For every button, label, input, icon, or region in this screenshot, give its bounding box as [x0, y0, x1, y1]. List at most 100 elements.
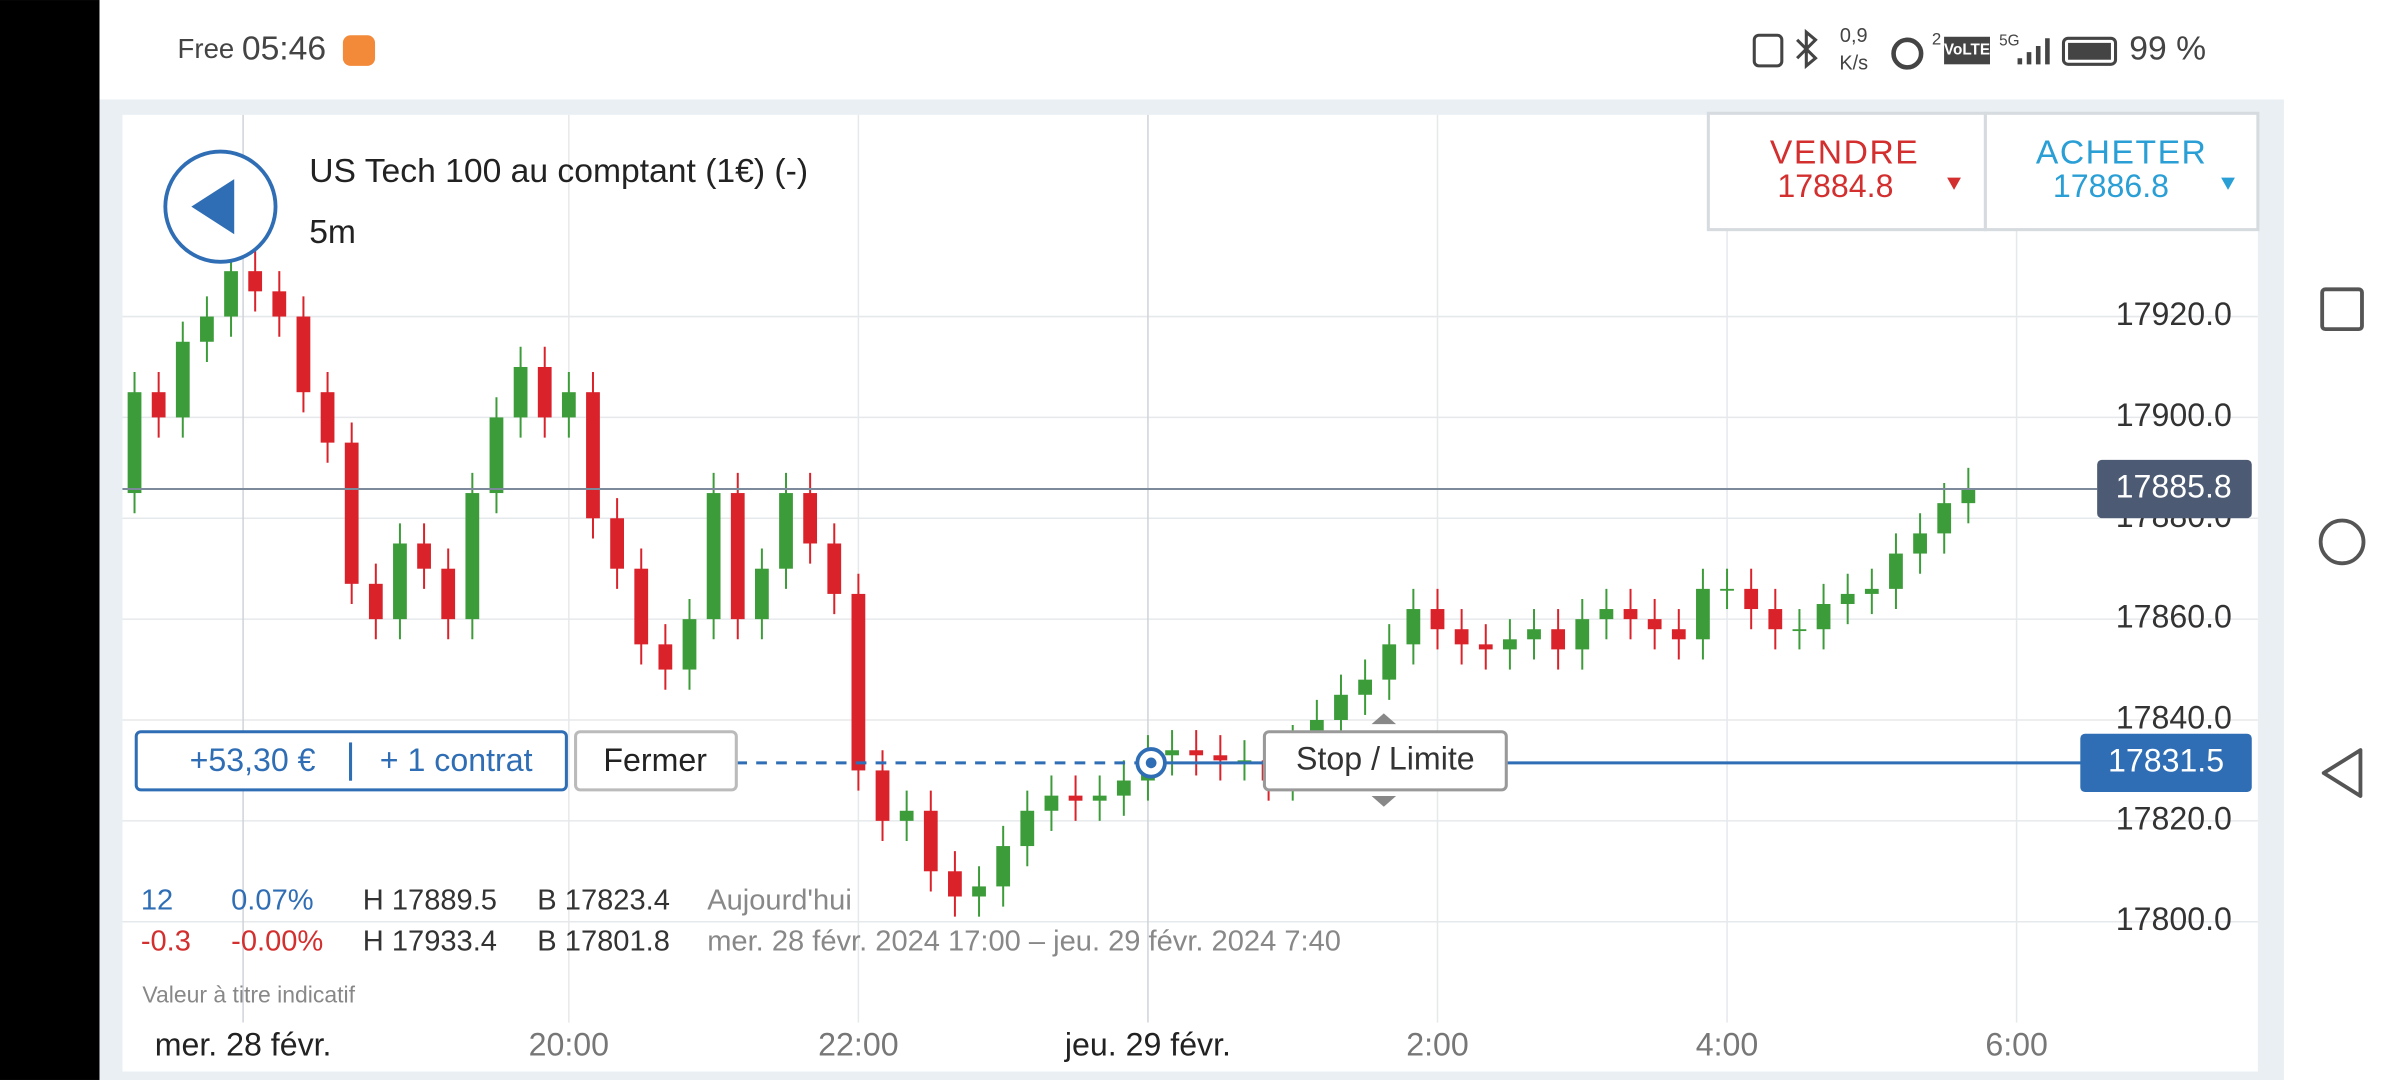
y-tick-label: 17800.0 — [2116, 901, 2232, 937]
candle-body — [489, 417, 504, 494]
buy-label: ACHETER — [2036, 135, 2208, 172]
candle-body — [248, 271, 263, 292]
candle-body — [1961, 488, 1976, 504]
sell-price: 17884.8 — [1777, 168, 1893, 204]
candle-body — [1913, 533, 1927, 554]
candle-body — [296, 316, 311, 393]
sell-caret — [1947, 177, 1961, 190]
candle-body — [1502, 639, 1517, 650]
stop-limit-button[interactable] — [1262, 730, 1508, 792]
instrument-title: US Tech 100 au comptant (1€) (-) — [309, 153, 808, 190]
current-price-badge — [2097, 459, 2252, 519]
nav-back[interactable] — [2321, 748, 2363, 798]
candle-body — [320, 392, 335, 443]
nfc-icon — [1752, 33, 1784, 68]
drag-down[interactable] — [1371, 796, 1397, 807]
today-percent: 0.07% — [231, 884, 313, 916]
battery-level — [2068, 42, 2111, 60]
app-icon — [342, 35, 376, 66]
candle-body — [272, 291, 287, 317]
position-marker-dot — [1145, 757, 1157, 769]
x-tick-label: 22:00 — [818, 1027, 898, 1063]
candle-body — [200, 316, 214, 342]
position-price-label: 17831.5 — [2108, 742, 2224, 778]
y-tick-label: 17860.0 — [2116, 599, 2232, 635]
candle-body — [1551, 629, 1566, 650]
today-label: Aujourd'hui — [707, 884, 852, 916]
candle-body — [1768, 609, 1783, 630]
candle-body — [1671, 629, 1686, 640]
close-button[interactable] — [574, 730, 738, 792]
period-low: B 17801.8 — [537, 926, 670, 958]
candle-body — [658, 644, 673, 670]
current-price-label: 17885.8 — [2116, 469, 2232, 505]
candle-body — [1744, 588, 1759, 610]
candle-body — [1020, 810, 1035, 847]
candle-body — [634, 568, 649, 645]
candle-body — [899, 810, 914, 821]
x-tick-label: 6:00 — [1985, 1027, 2048, 1063]
back-arrow — [191, 179, 235, 235]
buy-price: 17886.8 — [2053, 168, 2169, 204]
buy-button[interactable] — [1983, 111, 2260, 232]
candle-body — [368, 583, 383, 620]
camera-bar — [0, 0, 100, 1080]
candle-body — [1840, 593, 1855, 605]
position-controls: +53,30 € + 1 contrat Fermer Stop / Limit… — [134, 713, 2252, 807]
candle-body — [827, 543, 842, 594]
candle-body — [1623, 609, 1638, 620]
position-pnl: +53,30 € — [190, 742, 316, 778]
candle-body — [706, 493, 721, 620]
date-label-box — [139, 1022, 348, 1071]
timeframe: 5m — [309, 214, 356, 251]
candle-body — [417, 543, 431, 569]
period-label: mer. 28 févr. 2024 17:00 – jeu. 29 févr.… — [707, 926, 1341, 958]
net-speed-unit: K/s — [1839, 53, 1868, 75]
candle-body — [1599, 609, 1614, 620]
x-tick-label: jeu. 29 févr. — [1064, 1027, 1231, 1063]
candle-body — [1937, 503, 1952, 534]
battery: 99 % — [2129, 30, 2206, 67]
candle-body — [1189, 750, 1204, 756]
y-tick-label: 17900.0 — [2116, 397, 2232, 433]
nav-home[interactable] — [2318, 518, 2366, 566]
x-tick-label: 4:00 — [1696, 1027, 1759, 1063]
candle-body — [224, 271, 238, 317]
candle-body — [1334, 694, 1348, 720]
candle-body — [1478, 644, 1493, 650]
buy-caret — [2221, 177, 2235, 190]
today-change: 12 — [141, 884, 173, 916]
signal-icon — [2017, 38, 2050, 65]
period-change: -0.3 — [141, 926, 191, 958]
candle-body — [803, 493, 818, 544]
candle-body — [754, 568, 769, 620]
candle-body — [127, 392, 142, 494]
clock: 05:46 — [242, 30, 326, 67]
nav-recents[interactable] — [2320, 287, 2364, 332]
candle-body — [1382, 644, 1397, 680]
period-percent: -0.00% — [231, 926, 323, 958]
chart: 17800.017820.017840.017860.017880.017900… — [122, 114, 2258, 1071]
y-tick-label: 17840.0 — [2116, 699, 2232, 735]
battery-icon — [2061, 36, 2118, 66]
bluetooth-icon — [1796, 28, 1818, 70]
candle-body — [948, 871, 962, 897]
stop-limit-label: Stop / Limite — [1296, 740, 1475, 776]
close-label: Fermer — [603, 742, 707, 778]
x-tick-label: mer. 28 févr. — [155, 1027, 332, 1063]
candle-body — [1430, 609, 1445, 630]
candle-body — [465, 493, 480, 620]
candle-body — [1696, 588, 1710, 640]
candle-body — [1647, 619, 1662, 630]
candle-body — [779, 493, 793, 569]
candle-body — [1358, 679, 1372, 695]
drag-up[interactable] — [1371, 713, 1397, 725]
candle-body — [513, 366, 528, 418]
hotspot-icon — [1891, 37, 1924, 70]
candle-body — [561, 392, 576, 418]
candle-body — [875, 770, 890, 821]
candle-body — [682, 619, 697, 670]
candle-body — [1527, 629, 1541, 640]
position-size: + 1 contrat — [380, 742, 533, 778]
